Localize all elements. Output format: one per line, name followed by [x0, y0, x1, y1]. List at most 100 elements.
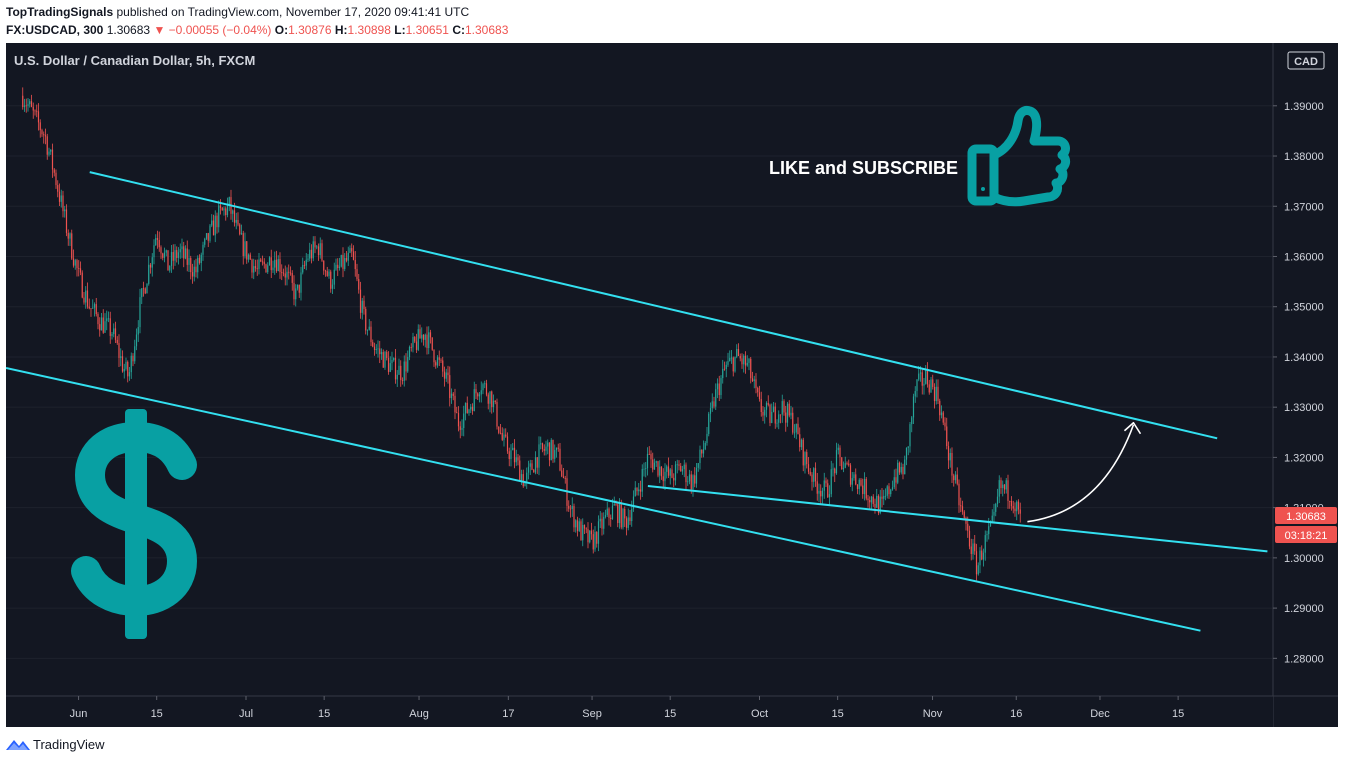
candle-body — [951, 452, 953, 476]
candle-body — [704, 442, 706, 450]
candle-body — [114, 328, 117, 340]
candle-body — [489, 391, 491, 404]
candle-body — [800, 439, 803, 448]
projection-arrow-head — [1123, 421, 1142, 435]
candle-body — [32, 106, 34, 111]
candle-body — [606, 508, 608, 516]
candle-body — [988, 526, 990, 535]
candle-body — [893, 477, 895, 488]
candle-body — [851, 478, 853, 485]
candle-body — [520, 474, 523, 482]
candle-body — [452, 393, 454, 396]
candle-body — [254, 266, 257, 269]
candle-body — [53, 169, 55, 173]
candle-body — [904, 459, 906, 475]
countdown-badge — [1275, 526, 1337, 543]
candle-body — [841, 457, 843, 470]
candle-body — [407, 357, 409, 372]
candle-body — [592, 534, 594, 550]
candle-body — [925, 370, 927, 384]
candle-body — [76, 260, 78, 269]
candle-body — [422, 334, 425, 340]
candle-body — [547, 442, 549, 447]
candle-body — [515, 457, 517, 463]
candle-body — [65, 209, 68, 233]
candle-body — [652, 459, 654, 470]
candle-body — [484, 383, 486, 385]
candle-body — [995, 504, 997, 512]
candle-body — [342, 255, 344, 269]
candle-body — [366, 329, 369, 331]
tradingview-logo-icon[interactable] — [6, 737, 30, 751]
time-axis[interactable] — [6, 696, 1273, 727]
tradingview-brand[interactable]: TradingView — [33, 737, 105, 752]
candle-body — [328, 271, 330, 276]
projection-arrow[interactable] — [1027, 421, 1142, 523]
candle-body — [769, 404, 771, 423]
candle-body — [300, 272, 302, 293]
y-tick-label: 1.38000 — [1284, 151, 1324, 163]
candle-body — [503, 434, 505, 440]
candle-body — [363, 300, 365, 309]
candle-body — [358, 279, 360, 290]
candle-body — [415, 341, 418, 350]
candle-body — [620, 503, 622, 528]
candle-body — [750, 358, 752, 379]
candle-body — [676, 464, 678, 466]
candle-body — [755, 379, 757, 388]
candle-body — [881, 496, 883, 499]
candle-body — [1007, 480, 1009, 501]
candle-body — [228, 197, 230, 205]
candle-body — [772, 406, 775, 412]
candle-body — [720, 378, 722, 396]
candle-body — [58, 191, 61, 202]
candle-body — [275, 259, 278, 272]
candle-body — [956, 474, 958, 484]
x-tick-label: 15 — [1172, 708, 1184, 720]
candle-body — [1009, 500, 1011, 502]
candle-body — [291, 273, 293, 283]
candle-body — [660, 466, 663, 477]
candle-body — [799, 434, 801, 448]
currency-badge[interactable] — [1287, 51, 1325, 70]
x-tick-label: 15 — [832, 708, 844, 720]
candles-layer — [22, 87, 1021, 581]
candle-body — [916, 379, 918, 392]
candle-body — [909, 424, 911, 447]
candle-body — [352, 251, 355, 260]
candle-body — [981, 550, 983, 560]
candle-body — [198, 257, 201, 263]
candle-body — [456, 412, 458, 414]
candle-body — [43, 134, 45, 136]
chart-area[interactable]: 1.39000 1.38000 1.37000 1.36000 1.35000 1.340… — [6, 43, 1338, 727]
candle-body — [373, 346, 376, 350]
candle-body — [288, 271, 290, 273]
candle-body — [270, 257, 272, 271]
last-price: 1.30683 — [106, 23, 151, 37]
candle-body — [727, 360, 729, 365]
candle-body — [529, 463, 531, 467]
y-tick-label: 1.36000 — [1284, 251, 1324, 263]
candle-body — [505, 434, 507, 437]
candle-body — [421, 334, 423, 339]
author-name[interactable]: TopTradingSignals — [6, 5, 114, 19]
candle-body — [116, 339, 118, 344]
price-chart[interactable]: 1.39000 1.38000 1.37000 1.36000 1.35000 1.340… — [6, 43, 1338, 727]
candle-body — [246, 241, 248, 260]
candle-body — [576, 520, 579, 531]
candle-body — [746, 362, 748, 366]
candle-body — [132, 355, 134, 362]
candle-body — [583, 524, 586, 529]
candle-body — [709, 408, 712, 414]
price-axis[interactable] — [1273, 43, 1338, 727]
candle-body — [251, 259, 253, 273]
trendlines-layer[interactable] — [6, 171, 1268, 632]
candle-body — [758, 392, 761, 400]
candle-body — [340, 255, 342, 267]
candle-body — [347, 252, 349, 261]
candle-body — [797, 423, 799, 435]
candle-body — [783, 401, 785, 413]
candle-body — [879, 496, 881, 514]
candle-body — [844, 463, 846, 468]
candle-body — [834, 468, 836, 474]
